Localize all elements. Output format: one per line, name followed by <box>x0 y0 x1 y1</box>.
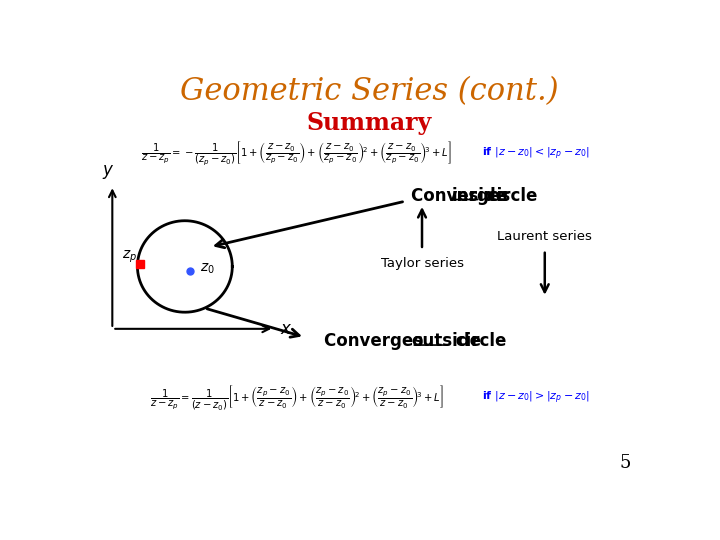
Text: Converges: Converges <box>411 187 516 205</box>
Text: $z_0$: $z_0$ <box>200 261 215 276</box>
Text: circle: circle <box>450 332 506 350</box>
Text: circle: circle <box>481 187 538 205</box>
Text: inside: inside <box>451 187 508 205</box>
Text: $\mathbf{if}\ |z-z_0|>|z_p-z_0|$: $\mathbf{if}\ |z-z_0|>|z_p-z_0|$ <box>482 389 590 406</box>
Text: Laurent series: Laurent series <box>498 230 593 243</box>
Text: Summary: Summary <box>307 111 431 135</box>
Text: $y$: $y$ <box>102 163 114 181</box>
Text: $z_p$: $z_p$ <box>122 249 138 265</box>
Text: $\dfrac{1}{z-z_p} = \dfrac{1}{(z-z_0)}\left[1+\left(\dfrac{z_p-z_0}{z-z_0}\right: $\dfrac{1}{z-z_p} = \dfrac{1}{(z-z_0)}\l… <box>150 383 444 412</box>
Text: outside: outside <box>411 332 482 350</box>
Text: Taylor series: Taylor series <box>380 257 464 270</box>
Text: $x$: $x$ <box>280 320 292 338</box>
Text: Geometric Series (cont.): Geometric Series (cont.) <box>180 76 558 107</box>
Text: 5: 5 <box>620 454 631 472</box>
Text: Converges: Converges <box>324 332 429 350</box>
Text: $\dfrac{1}{z-z_p} = -\dfrac{1}{(z_p-z_0)}\left[1+\left(\dfrac{z-z_0}{z_p-z_0}\ri: $\dfrac{1}{z-z_p} = -\dfrac{1}{(z_p-z_0)… <box>141 140 452 168</box>
Text: $\mathbf{if}\ |z-z_0|<|z_p-z_0|$: $\mathbf{if}\ |z-z_0|<|z_p-z_0|$ <box>482 146 590 163</box>
